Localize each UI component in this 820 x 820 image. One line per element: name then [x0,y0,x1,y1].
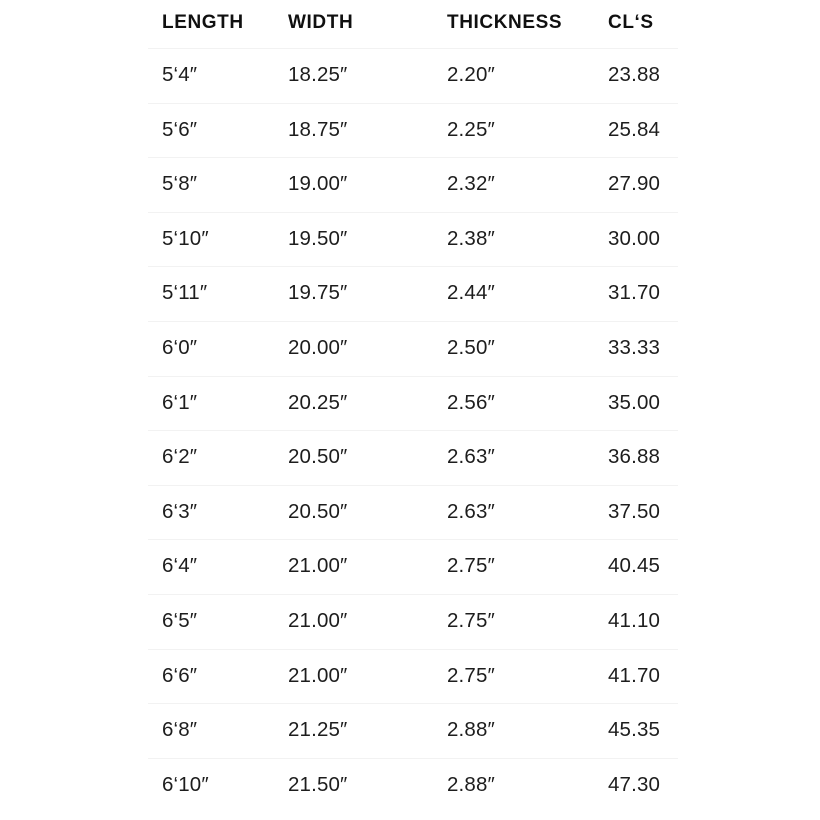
table-row: 6‘6″ 21.00″ 2.75″ 41.70 [0,649,820,704]
cell-length: 5‘11″ [162,281,208,305]
cell-thickness: 2.44″ [447,281,495,305]
row-divider [148,430,678,432]
row-divider [148,157,678,159]
row-divider [148,102,678,104]
cell-width: 20.50″ [288,445,348,469]
cell-width: 21.00″ [288,554,348,578]
cell-width: 21.00″ [288,663,348,687]
cell-cls: 37.50 [608,499,661,523]
cell-length: 5‘10″ [162,226,209,250]
table-row: 6‘4″ 21.00″ 2.75″ 40.45 [0,539,820,594]
table-row: 6‘0″ 20.00″ 2.50″ 33.33 [0,321,820,376]
cell-cls: 33.33 [608,336,661,359]
table-row: 5‘11″ 19.75″ 2.44″ 31.70 [0,266,820,321]
cell-cls: 41.70 [608,663,661,687]
cell-cls: 41.10 [608,609,661,632]
cell-length: 6‘1″ [162,390,198,414]
cell-length: 6‘3″ [162,499,198,523]
cell-thickness: 2.38″ [447,226,495,250]
cell-width: 18.75″ [288,117,348,141]
cell-width: 18.25″ [288,63,348,86]
table-row: 5‘8″ 19.00″ 2.32″ 27.90 [0,157,820,212]
cell-thickness: 2.75″ [447,663,495,687]
cell-thickness: 2.75″ [447,609,495,632]
cell-width: 19.00″ [288,172,348,196]
column-header-length: LENGTH [162,12,244,33]
row-divider [148,594,678,595]
cell-cls: 40.45 [608,554,661,578]
cell-length: 5‘8″ [162,172,198,196]
cell-length: 6‘10″ [162,772,209,796]
cell-thickness: 2.88″ [447,718,495,742]
cell-thickness: 2.63″ [447,499,495,523]
cell-length: 6‘2″ [162,445,198,469]
cell-thickness: 2.32″ [447,172,495,196]
cell-length: 6‘6″ [162,663,198,687]
table-row: 6‘5″ 21.00″ 2.75″ 41.10 [0,594,820,649]
cell-width: 19.50″ [288,226,348,250]
cell-cls: 23.88 [608,63,661,86]
cell-width: 20.50″ [288,499,348,523]
cell-width: 21.50″ [288,772,348,796]
table-row: 5‘10″ 19.50″ 2.38″ 30.00 [0,212,820,267]
column-header-thickness: THICKNESS [447,12,563,33]
cell-length: 6‘8″ [162,718,198,742]
cell-length: 6‘4″ [162,554,198,578]
cell-width: 20.00″ [288,336,348,359]
cell-thickness: 2.75″ [447,554,495,578]
row-divider [148,48,678,49]
row-divider [148,266,678,268]
cell-thickness: 2.25″ [447,117,495,141]
row-divider [148,321,678,322]
table-row: 5‘4″ 18.25″ 2.20″ 23.88 [0,48,820,103]
cell-cls: 45.35 [608,718,661,742]
row-divider [148,484,678,486]
row-divider [148,211,678,213]
table-header-row: LENGTH WIDTH THICKNESS CL‘S [0,0,820,48]
table-row: 6‘1″ 20.25″ 2.56″ 35.00 [0,376,820,431]
cell-thickness: 2.56″ [447,390,495,414]
table-row: 6‘8″ 21.25″ 2.88″ 45.35 [0,703,820,758]
cell-cls: 30.00 [608,226,661,250]
row-divider [148,703,678,705]
row-divider [148,375,678,377]
row-divider [148,539,678,541]
row-divider [148,757,678,759]
cell-cls: 25.84 [608,117,661,141]
cell-length: 6‘0″ [162,336,198,359]
cell-length: 5‘6″ [162,117,198,141]
cell-length: 6‘5″ [162,609,198,632]
table-row: 5‘6″ 18.75″ 2.25″ 25.84 [0,103,820,158]
table-row: 6‘3″ 20.50″ 2.63″ 37.50 [0,485,820,540]
cell-width: 20.25″ [288,390,348,414]
cell-width: 19.75″ [288,281,348,305]
cell-width: 21.25″ [288,718,348,742]
cell-cls: 35.00 [608,390,661,414]
table-row: 6‘2″ 20.50″ 2.63″ 36.88 [0,430,820,485]
table-row: 6‘10″ 21.50″ 2.88″ 47.30 [0,758,820,813]
cell-cls: 36.88 [608,445,661,469]
cell-width: 21.00″ [288,609,348,632]
cell-thickness: 2.63″ [447,445,495,469]
cell-cls: 31.70 [608,281,661,305]
cell-thickness: 2.88″ [447,772,495,796]
cell-cls: 27.90 [608,172,661,196]
cell-thickness: 2.50″ [447,336,495,359]
row-divider [148,648,678,650]
column-header-width: WIDTH [288,12,354,33]
cell-length: 5‘4″ [162,63,198,86]
cell-thickness: 2.20″ [447,63,495,86]
column-header-cls: CL‘S [608,12,654,33]
cell-cls: 47.30 [608,772,661,796]
